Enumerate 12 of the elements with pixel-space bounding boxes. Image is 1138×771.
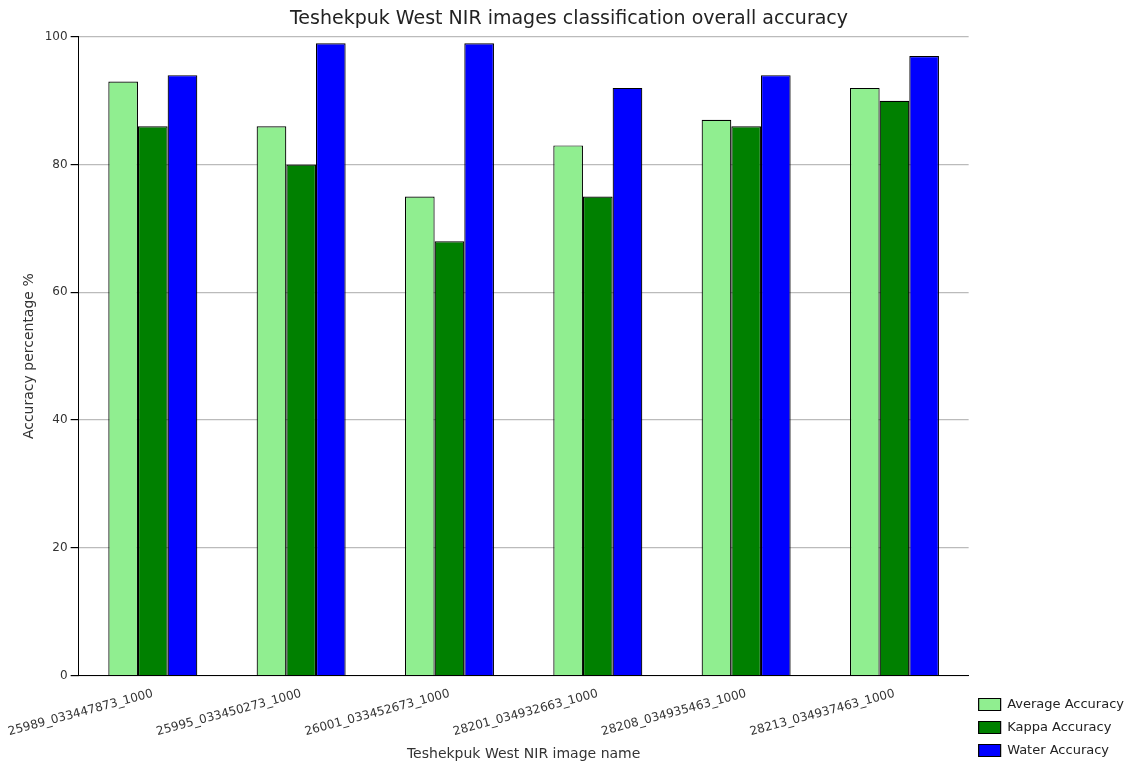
y-axis-title: Accuracy percentage % (19, 273, 36, 440)
y-tick-label: 40 (52, 412, 68, 427)
y-tick-label: 60 (52, 284, 68, 299)
x-axis-title: Teshekpuk West NIR image name (405, 745, 641, 762)
y-tick-label: 0 (60, 667, 68, 682)
legend-label: Average Accuracy (1007, 695, 1125, 711)
y-tick-label: 20 (52, 539, 68, 554)
y-tick-label: 80 (52, 156, 68, 171)
chart-title: Teshekpuk West NIR images classification overall accuracy (288, 6, 849, 29)
legend-label: Kappa Accuracy (1007, 718, 1112, 734)
y-tick-label: 100 (44, 28, 68, 43)
legend-label: Water Accuracy (1007, 741, 1110, 757)
